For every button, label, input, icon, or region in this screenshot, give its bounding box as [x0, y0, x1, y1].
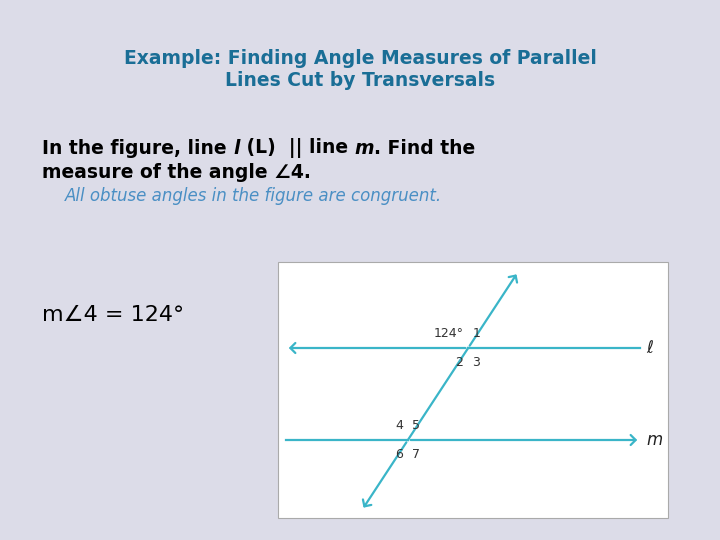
FancyBboxPatch shape: [278, 262, 668, 518]
Text: measure of the angle ∠4.: measure of the angle ∠4.: [42, 163, 311, 181]
Text: 4: 4: [395, 419, 403, 432]
Text: 7: 7: [412, 448, 420, 461]
Text: m∠4 = 124°: m∠4 = 124°: [42, 305, 184, 325]
Text: $m$: $m$: [646, 431, 663, 449]
Text: 5: 5: [412, 419, 420, 432]
Text: Lines Cut by Transversals: Lines Cut by Transversals: [225, 71, 495, 90]
Text: All obtuse angles in the figure are congruent.: All obtuse angles in the figure are cong…: [65, 187, 442, 205]
Text: In the figure, line: In the figure, line: [42, 138, 233, 158]
Text: $\ell$: $\ell$: [646, 339, 654, 357]
Text: 1: 1: [472, 327, 480, 340]
Text: m: m: [354, 138, 374, 158]
Text: 6: 6: [395, 448, 403, 461]
Text: l: l: [233, 138, 240, 158]
Text: (L)  || line: (L) || line: [240, 138, 354, 158]
Text: 124°: 124°: [433, 327, 463, 340]
Text: 3: 3: [472, 356, 480, 369]
Text: Example: Finding Angle Measures of Parallel: Example: Finding Angle Measures of Paral…: [124, 49, 596, 68]
Text: 2: 2: [455, 356, 463, 369]
Text: . Find the: . Find the: [374, 138, 475, 158]
